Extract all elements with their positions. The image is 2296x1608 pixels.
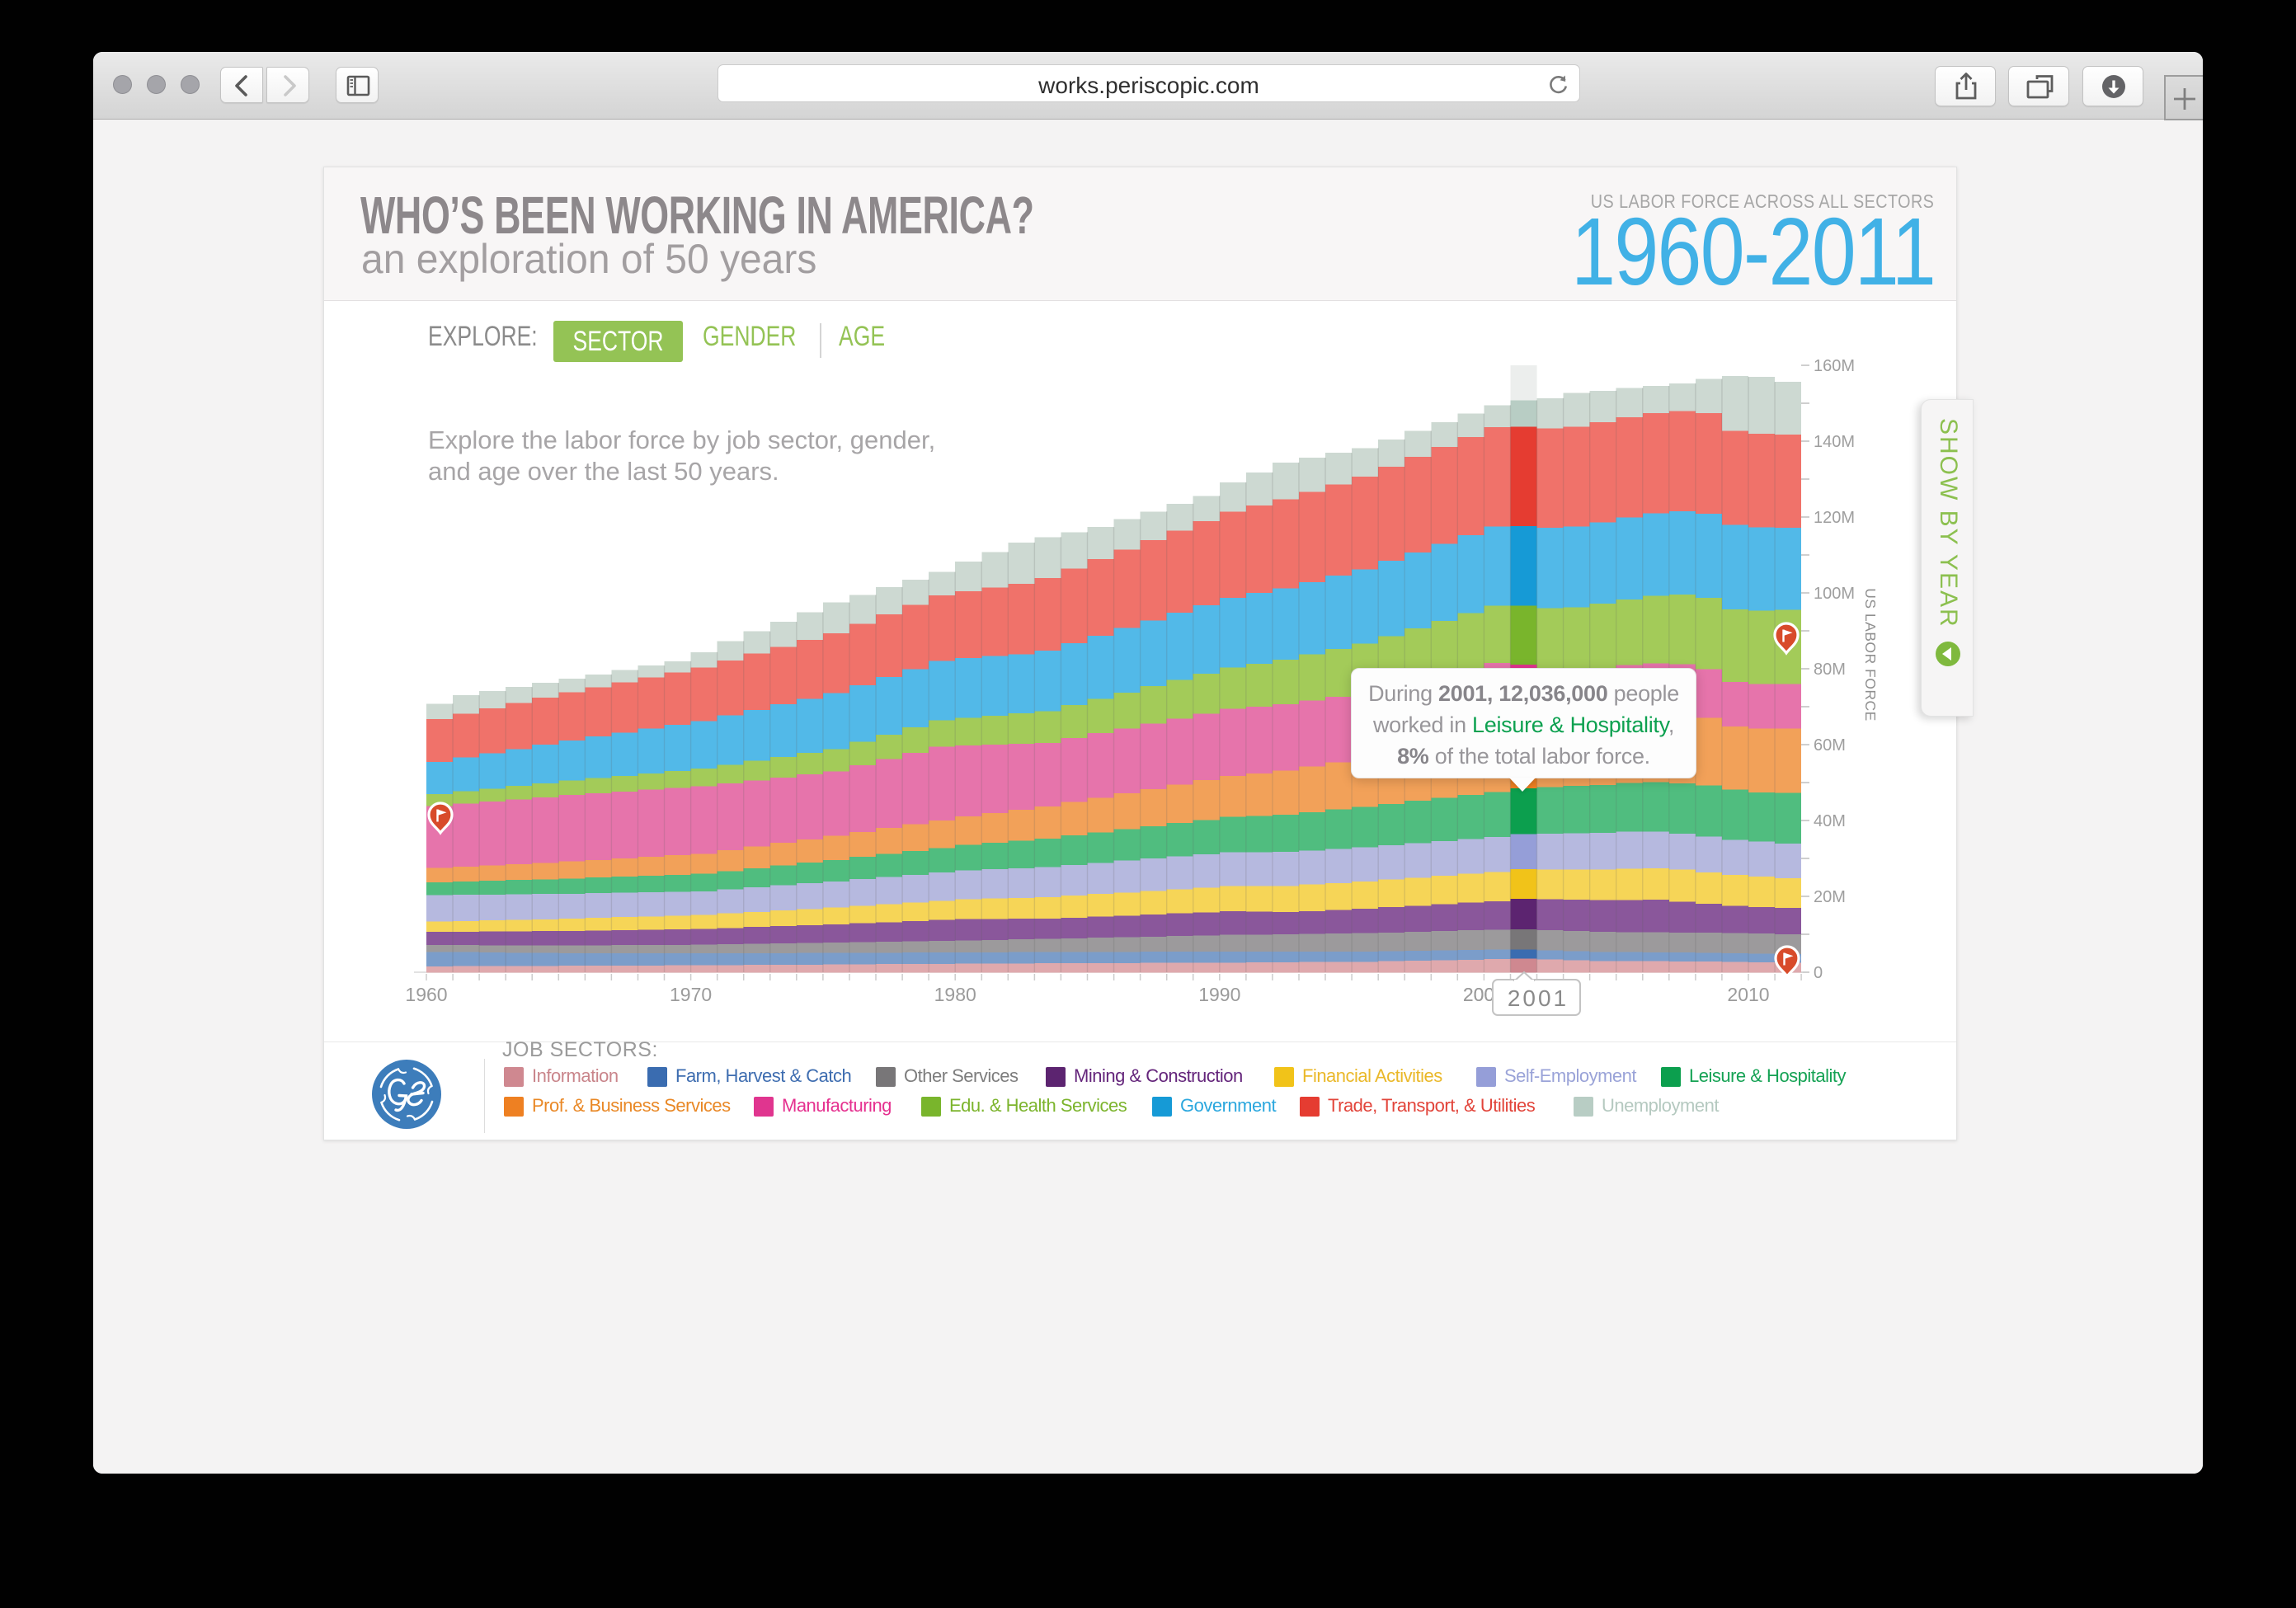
svg-text:160M: 160M <box>1814 357 1855 375</box>
svg-text:120M: 120M <box>1814 509 1855 527</box>
svg-text:20M: 20M <box>1814 888 1846 906</box>
svg-text:1960: 1960 <box>405 984 447 1005</box>
svg-text:US LABOR FORCE: US LABOR FORCE <box>1862 588 1879 722</box>
svg-text:1980: 1980 <box>934 984 976 1005</box>
svg-text:100M: 100M <box>1814 585 1855 603</box>
svg-text:2010: 2010 <box>1727 984 1769 1005</box>
svg-text:1970: 1970 <box>670 984 712 1005</box>
svg-text:80M: 80M <box>1814 661 1846 679</box>
svg-text:60M: 60M <box>1814 736 1846 755</box>
svg-text:1990: 1990 <box>1198 984 1240 1005</box>
svg-text:40M: 40M <box>1814 812 1846 830</box>
svg-text:140M: 140M <box>1814 433 1855 451</box>
svg-text:0: 0 <box>1814 964 1823 982</box>
svg-text:2001: 2001 <box>1508 985 1569 1011</box>
